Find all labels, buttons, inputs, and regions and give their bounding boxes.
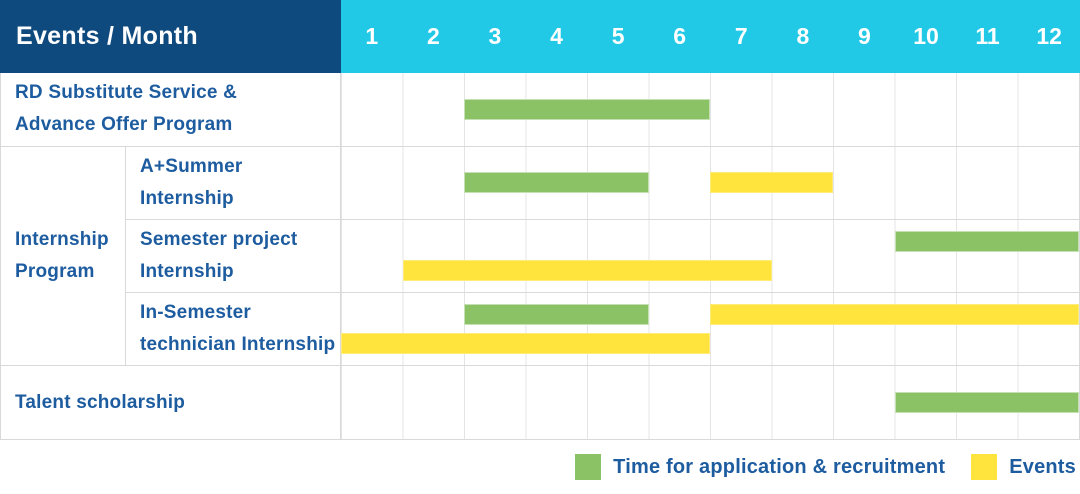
row-semester-project-internship: Semester project Internship [126,219,1079,294]
month-header-2: 2 [426,23,440,49]
month-header-10: 10 [913,23,939,49]
recruitment-bar [894,392,1079,414]
recruitment-bar [894,231,1079,252]
legend-label-recruitment: Time for application & recruitment [613,455,946,478]
legend-label-events: Events [1009,455,1076,478]
recruitment-bar [464,304,649,326]
month-header-11: 11 [975,23,1000,49]
row-label-line: Advance Offer Program [15,114,233,136]
month-header-row: 1 2 3 4 5 6 7 8 9 10 11 12 [341,0,1080,73]
gantt-bar-line [341,304,1079,326]
row-label-a-plus-summer-internship: A+Summer Internship [126,146,341,219]
row-label-line: Talent scholarship [15,391,186,413]
legend-item-recruitment: Time for application & recruitment [575,454,945,480]
events-bar [402,260,772,281]
month-header-7: 7 [734,23,748,49]
row-label-line: RD Substitute Service & [15,82,238,104]
row-in-semester-technician-internship: In-Semester technician Internship [126,293,1079,366]
gantt-bar-line [341,98,1079,120]
row-label-in-semester-technician-internship: In-Semester technician Internship [126,293,341,366]
legend-swatch-yellow [971,454,998,480]
month-header-4: 4 [550,23,563,49]
row-label-line: A+Summer [140,155,243,177]
legend-item-events: Events [971,454,1076,480]
row-label-semester-project-internship: Semester project Internship [126,219,341,293]
gantt-bar-line [341,392,1079,414]
legend-swatch-green [575,454,602,480]
row-label-talent-scholarship: Talent scholarship [1,366,341,439]
row-label-line: Internship [140,187,234,209]
group-label-internship-program: Internship Program [1,146,126,366]
gantt-bar-line [341,333,1079,355]
gantt-bar-line [341,172,1079,194]
recruitment-bar [464,98,710,120]
legend: Time for application & recruitment Event… [0,440,1080,494]
row-label-line: Semester project [140,229,298,250]
gantt-bar-line [341,260,1079,281]
month-header-3: 3 [488,23,502,49]
month-header-5: 5 [611,23,625,49]
group-subrows: A+Summer Internship Semester project Int… [126,146,1079,366]
month-header-8: 8 [796,23,810,49]
month-header-1: 1 [365,23,379,49]
row-a-plus-summer-internship: A+Summer Internship [126,146,1079,220]
month-header-9: 9 [858,23,871,49]
gantt-track-in-semester-technician-internship [341,293,1079,366]
gantt-track-talent-scholarship [341,366,1079,439]
gantt-table: Events / Month 1 2 3 4 5 6 7 8 9 10 11 1… [0,0,1080,440]
row-label-line: Internship [140,261,234,282]
row-talent-scholarship: Talent scholarship [1,366,1079,439]
gantt-track-a-plus-summer-internship [341,146,1079,219]
header-title: Events / Month [0,0,341,73]
row-label-line: technician Internship [140,334,336,356]
group-label-line: Internship [15,229,109,250]
table-header: Events / Month 1 2 3 4 5 6 7 8 9 10 11 1… [0,0,1080,73]
events-bar [341,333,710,355]
gantt-bar-line [341,231,1079,252]
row-label-line: In-Semester [140,302,251,324]
row-rd-substitute-service: RD Substitute Service & Advance Offer Pr… [1,73,1079,147]
group-label-line: Program [15,261,95,282]
group-internship-program: Internship Program A+Summer Internship S… [1,146,1079,367]
recruitment-bar [464,172,649,194]
events-bar [710,172,833,194]
gantt-track-rd-substitute-service [341,73,1079,146]
table-body: RD Substitute Service & Advance Offer Pr… [0,73,1080,440]
events-bar [710,304,1079,326]
month-header-12: 12 [1036,23,1062,49]
row-label-rd-substitute-service: RD Substitute Service & Advance Offer Pr… [1,73,341,146]
month-header-6: 6 [673,23,687,49]
gantt-track-semester-project-internship [341,219,1079,293]
